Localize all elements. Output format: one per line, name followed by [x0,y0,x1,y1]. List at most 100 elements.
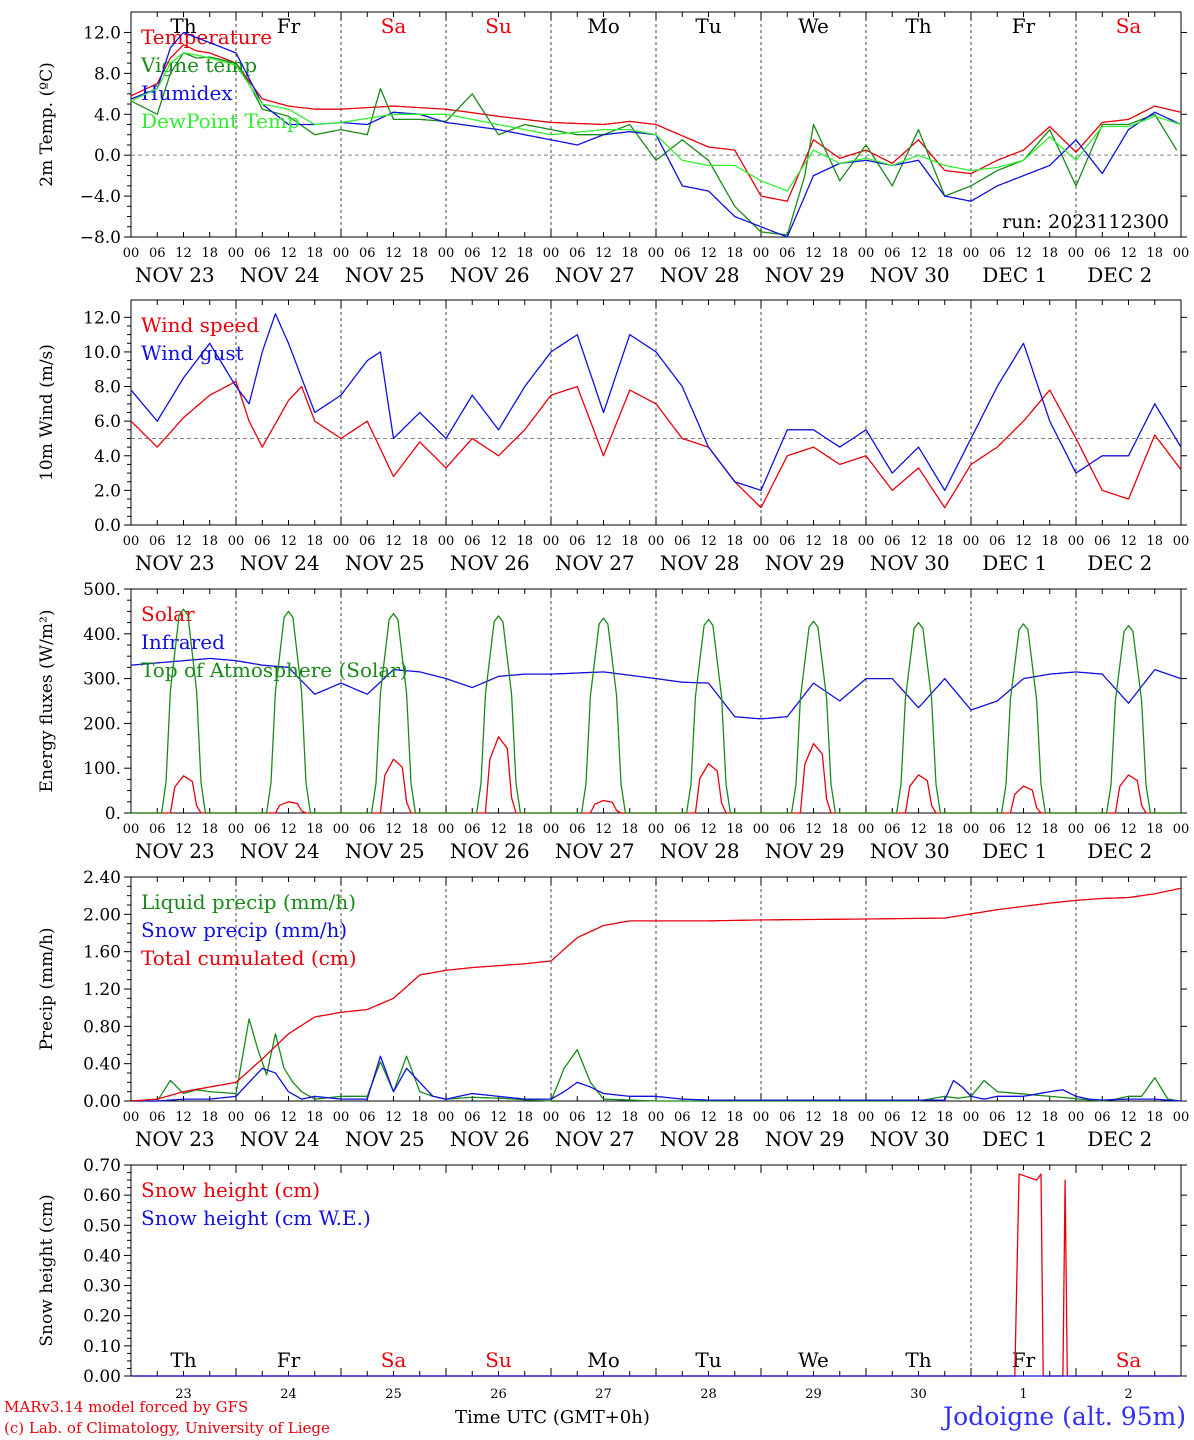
temperature-series-dewpoint-temp-line [130,52,1182,192]
hour-tick-label: 18 [306,822,323,837]
hour-tick-label: 06 [254,1110,271,1125]
temperature-y-tick-label: −4.0 [80,187,121,207]
hour-tick-label: 18 [1146,822,1163,837]
hour-tick-label: 18 [306,246,323,261]
hour-tick-label: 06 [149,534,166,549]
day-name-label: Su [485,14,512,38]
hour-tick-label: 00 [753,822,770,837]
date-label: NOV 24 [240,551,320,575]
hour-tick-label: 12 [910,1110,927,1125]
hour-tick-label: 12 [385,534,402,549]
wind-y-tick-label: 2.0 [94,481,121,501]
date-label: NOV 25 [345,839,425,863]
energy-plot-frame [130,588,1182,814]
hour-tick-label: 00 [1173,534,1190,549]
snow-y-tick-label: 0.00 [83,1367,121,1387]
hour-tick-label: 18 [726,534,743,549]
run-label: run: 2023112300 [1002,211,1169,233]
hour-tick-label: 18 [201,1110,218,1125]
lab-credit: (c) Lab. of Climatology, University of L… [4,1419,330,1437]
temperature-y-axis-label: 2m Temp. (ºC) [37,62,57,187]
hour-tick-label: 06 [254,822,271,837]
hour-tick-label: 06 [359,822,376,837]
hour-tick-label: 06 [779,534,796,549]
day-name-label: Tu [695,1348,721,1372]
hour-tick-label: 18 [516,1110,533,1125]
hour-tick-label: 00 [123,246,140,261]
hour-tick-label: 12 [280,534,297,549]
snow-y-tick-label: 0.70 [83,1156,121,1176]
hour-tick-label: 18 [411,534,428,549]
date-label: NOV 26 [450,551,530,575]
day-name-label: Sa [1116,1348,1142,1372]
hour-tick-label: 12 [805,1110,822,1125]
hour-tick-label: 12 [1015,822,1032,837]
hour-tick-label: 00 [543,1110,560,1125]
hour-tick-label: 00 [543,246,560,261]
temperature-y-tick-label: 4.0 [94,105,121,125]
hour-tick-label: 18 [516,822,533,837]
date-label: NOV 23 [135,263,215,287]
hour-tick-label: 06 [464,534,481,549]
hour-tick-label: 18 [306,534,323,549]
date-label: DEC 2 [1087,263,1152,287]
hour-tick-label: 12 [490,246,507,261]
date-label: DEC 1 [982,551,1047,575]
hour-tick-label: 12 [910,822,927,837]
hour-tick-label: 00 [1068,246,1085,261]
hour-tick-label: 00 [1068,822,1085,837]
temperature-series-vigne-temp-line [130,52,1178,236]
date-label: DEC 2 [1087,1127,1152,1151]
day-name-label: Th [170,14,196,38]
hour-tick-label: 12 [175,822,192,837]
hour-tick-label: 00 [648,1110,665,1125]
hour-tick-label: 06 [149,822,166,837]
site-label: Jodoigne (alt. 95m) [943,1402,1186,1431]
day-number-label: 26 [490,1387,507,1402]
hour-tick-label: 06 [779,822,796,837]
date-label: NOV 27 [555,839,635,863]
date-label: NOV 23 [135,839,215,863]
hour-tick-label: 00 [753,1110,770,1125]
hour-tick-label: 00 [1068,534,1085,549]
day-name-label: Fr [277,1348,301,1372]
day-name-label: Mo [587,1348,620,1372]
hour-tick-label: 18 [726,1110,743,1125]
date-label: NOV 28 [660,839,740,863]
hour-tick-label: 18 [936,534,953,549]
hour-tick-label: 12 [595,1110,612,1125]
hour-tick-label: 12 [595,822,612,837]
energy-series-top-of-atmosphere-solar--line [131,608,1181,814]
date-label: NOV 29 [765,551,845,575]
precip-y-tick-label: 2.00 [83,905,121,925]
day-name-label: Mo [587,14,620,38]
hour-tick-label: 00 [543,534,560,549]
hour-tick-label: 00 [123,534,140,549]
date-label: NOV 30 [870,551,950,575]
precip-y-axis-label: Precip (mm/h) [37,927,57,1050]
hour-tick-label: 12 [1120,246,1137,261]
energy-y-tick-label: 400. [83,625,121,645]
hour-tick-label: 00 [648,246,665,261]
day-name-label: Su [485,1348,512,1372]
hour-tick-label: 06 [884,534,901,549]
temperature-legend-entry: DewPoint Temp [141,109,300,133]
precip-legend-entry: Total cumulated (cm) [141,946,357,970]
hour-tick-label: 06 [674,1110,691,1125]
day-number-label: 2 [1124,1387,1132,1402]
wind-plot-frame [130,299,1182,526]
hour-tick-label: 18 [1146,1110,1163,1125]
hour-tick-label: 00 [963,534,980,549]
date-label: NOV 28 [660,1127,740,1151]
hour-tick-label: 18 [1041,1110,1058,1125]
hour-tick-label: 18 [201,534,218,549]
hour-tick-label: 12 [490,822,507,837]
energy-y-tick-label: 500. [83,580,121,600]
hour-tick-label: 00 [228,246,245,261]
date-label: NOV 24 [240,1127,320,1151]
hour-tick-label: 06 [569,822,586,837]
hour-tick-label: 18 [1146,534,1163,549]
temperature-legend-entry: Vigne temp [140,53,257,77]
hour-tick-label: 00 [123,822,140,837]
hour-tick-label: 12 [280,1110,297,1125]
